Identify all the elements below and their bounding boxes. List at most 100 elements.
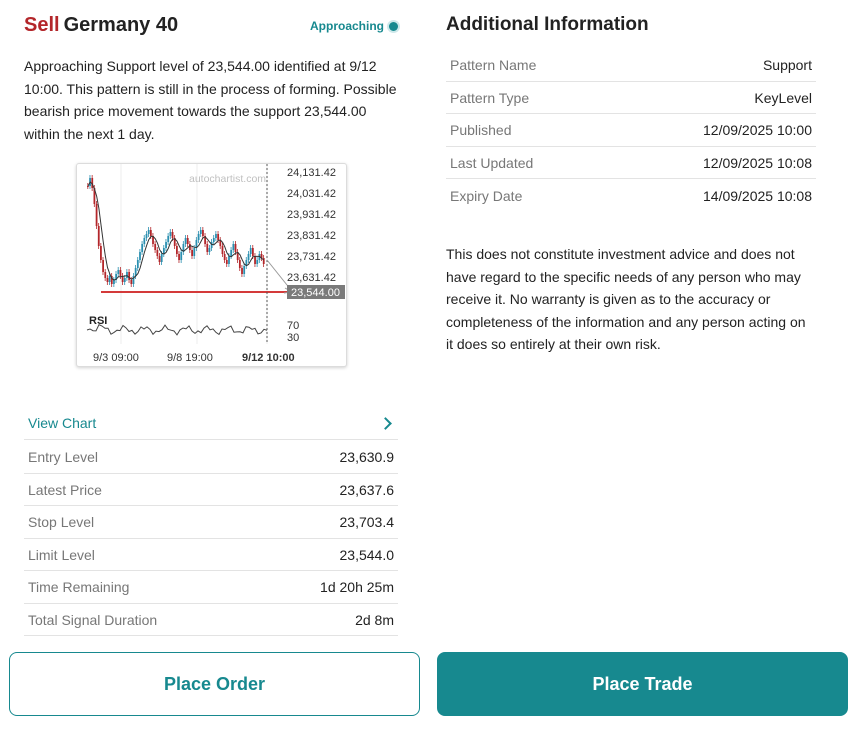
- chart-watermark: autochartist.com: [189, 173, 266, 185]
- place-trade-button[interactable]: Place Trade: [437, 652, 848, 716]
- candle-body: [212, 238, 215, 242]
- candle-body: [104, 272, 107, 278]
- candle-body: [145, 234, 148, 238]
- rsi-tick-label: 70: [287, 320, 299, 332]
- signal-header: Sell Germany 40 Approaching: [24, 14, 398, 40]
- candle-body: [128, 272, 131, 280]
- info-label: Pattern Type: [450, 89, 530, 106]
- view-chart-link[interactable]: View Chart: [24, 407, 398, 440]
- candle-body: [130, 280, 133, 284]
- rsi-label: RSI: [89, 315, 107, 327]
- candle-body: [193, 248, 196, 256]
- candle-body: [189, 244, 191, 250]
- candle-body: [97, 226, 100, 246]
- level-row-duration: Total Signal Duration 2d 8m: [24, 604, 398, 636]
- level-label: Stop Level: [28, 514, 95, 530]
- candle-body: [178, 254, 180, 260]
- price-tick-label: 24,031.42: [287, 188, 336, 200]
- level-value: 2d 8m: [355, 611, 394, 628]
- candle-body: [141, 244, 144, 252]
- additional-info-title: Additional Information: [446, 14, 649, 35]
- candle-body: [143, 238, 146, 244]
- candle-body: [139, 252, 141, 260]
- candle-body: [93, 188, 96, 204]
- level-label: Limit Level: [28, 546, 95, 563]
- candle-body: [113, 280, 115, 284]
- candle-body: [195, 240, 198, 248]
- candle-body: [219, 240, 222, 246]
- candle-body: [249, 248, 252, 254]
- chart-thumbnail[interactable]: autochartist.com 24,131.42 24,031.42 23,93…: [76, 163, 347, 367]
- candle-body: [117, 270, 120, 274]
- price-tick-label: 23,831.42: [287, 230, 336, 242]
- candle-body: [256, 260, 259, 264]
- candle-body: [223, 254, 226, 260]
- level-value: 23,703.4: [339, 514, 395, 530]
- support-price-label: 23,544.00: [291, 287, 340, 299]
- status-dot-icon: [389, 21, 398, 31]
- candle-body: [165, 242, 167, 248]
- candle-body: [236, 252, 239, 260]
- info-label: Published: [450, 122, 512, 138]
- time-tick-label: 9/3 09:00: [93, 352, 139, 364]
- level-label: Total Signal Duration: [28, 611, 158, 628]
- candle-body: [186, 238, 189, 244]
- info-row-last-updated: Last Updated 12/09/2025 10:08: [446, 147, 816, 179]
- level-label: Latest Price: [28, 481, 102, 498]
- candle-body: [115, 274, 118, 280]
- candle-body: [180, 252, 183, 260]
- candle-body: [156, 250, 159, 256]
- info-value: 12/09/2025 10:00: [703, 122, 812, 138]
- price-chart: autochartist.com 24,131.42 24,031.42 23,93…: [86, 164, 345, 364]
- candle-body: [197, 234, 200, 240]
- candle-body: [260, 254, 263, 258]
- candle-body: [169, 232, 172, 236]
- level-row-latest: Latest Price 23,637.6: [24, 474, 398, 506]
- candle-body: [202, 230, 204, 236]
- signal-description: Approaching Support level of 23,544.00 i…: [24, 58, 397, 142]
- candle-body: [232, 244, 235, 250]
- candle-body: [176, 246, 178, 254]
- candle-body: [247, 254, 250, 260]
- candle-body: [121, 276, 124, 282]
- candle-body: [162, 248, 165, 254]
- candle-body: [123, 278, 126, 282]
- support-price-tag: [287, 285, 345, 299]
- time-tick-label: 9/12 10:00: [242, 352, 295, 364]
- candle-body: [106, 278, 109, 282]
- candle-body: [191, 250, 193, 256]
- level-label: Time Remaining: [28, 579, 130, 595]
- place-order-button[interactable]: Place Order: [9, 652, 420, 716]
- chevron-right-icon: [379, 416, 392, 430]
- candle-body: [154, 244, 157, 250]
- candle-body: [230, 250, 233, 256]
- rsi-line: [86, 324, 268, 336]
- candle-body: [119, 270, 122, 276]
- price-tick-label: 23,931.42: [287, 209, 336, 221]
- info-value: Support: [762, 57, 812, 73]
- info-value: KeyLevel: [754, 89, 812, 106]
- candle-body: [258, 254, 261, 260]
- level-value: 1d 20h 25m: [320, 579, 394, 595]
- candle-body: [251, 248, 254, 256]
- candle-body: [217, 234, 220, 240]
- candle-body: [158, 256, 161, 262]
- candle-body: [204, 236, 207, 244]
- candle-body: [173, 238, 176, 246]
- info-label: Expiry Date: [450, 187, 523, 204]
- candle-body: [126, 272, 128, 278]
- candle-body: [91, 178, 94, 188]
- moving-average-line: [87, 181, 265, 281]
- level-row-time-remaining: Time Remaining 1d 20h 25m: [24, 571, 398, 604]
- rsi-tick-label: 30: [287, 332, 299, 344]
- candle-body: [87, 186, 89, 187]
- candle-body: [215, 234, 217, 238]
- price-tick-label: 24,131.42: [287, 167, 336, 179]
- status-badge: Approaching: [310, 19, 398, 33]
- candle-body: [147, 230, 150, 234]
- candle-body: [167, 236, 170, 242]
- level-value: 23,544.0: [339, 546, 395, 563]
- candle-body: [225, 260, 228, 264]
- candle-body: [102, 260, 104, 272]
- candle-body: [210, 242, 213, 248]
